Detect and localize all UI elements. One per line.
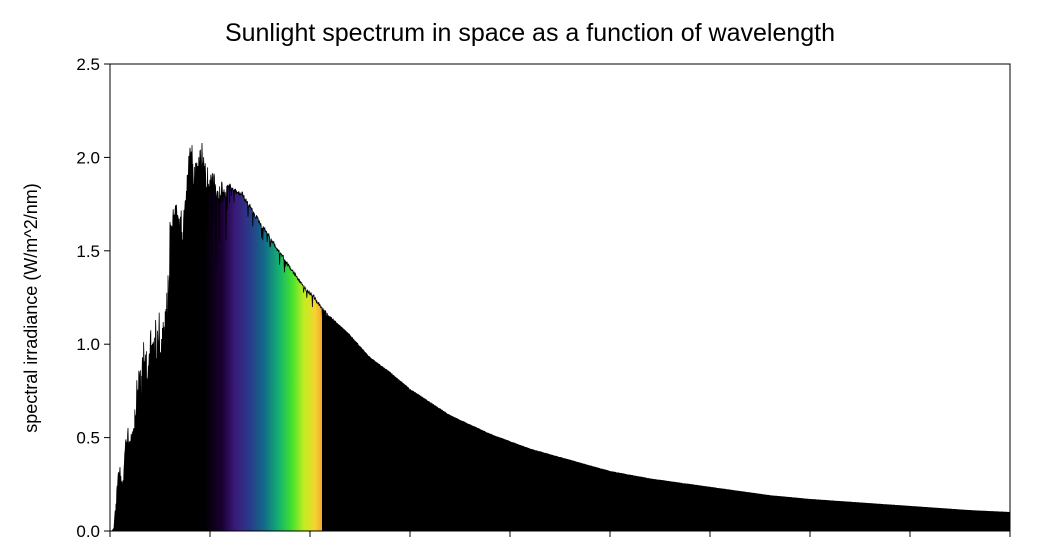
y-axis-label: spectral irradiance (W/m^2/nm) [21, 183, 41, 433]
x-axis [109, 531, 1011, 537]
y-tick-label: 0.0 [76, 522, 100, 541]
y-tick-label: 0.5 [76, 429, 100, 448]
chart-title: Sunlight spectrum in space as a function… [225, 19, 835, 47]
plot-frame [109, 63, 1011, 532]
y-tick-label: 2.0 [76, 148, 100, 167]
spectrum-area [110, 142, 1010, 531]
visible-spectrum-band [162, 142, 322, 531]
spectrum-edge-line [110, 142, 1010, 531]
y-tick-label: 2.5 [76, 55, 100, 74]
y-tick-label: 1.0 [76, 335, 100, 354]
y-axis: 0.0 0.5 1.0 1.5 2.0 2.5 [76, 55, 110, 541]
y-tick-label: 1.5 [76, 242, 100, 261]
plot-area [110, 142, 1010, 531]
